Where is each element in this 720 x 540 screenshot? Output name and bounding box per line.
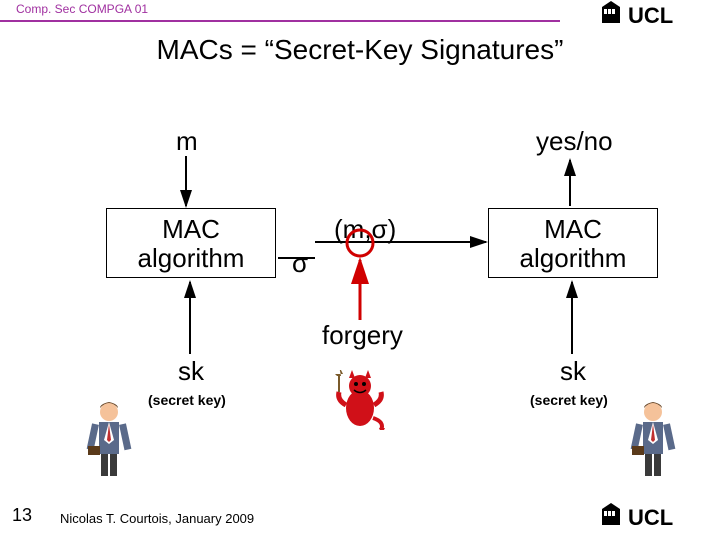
mac-box-left: MAC algorithm	[106, 208, 276, 278]
mac-left-line2: algorithm	[138, 243, 245, 273]
page-number: 13	[12, 505, 32, 526]
businessman-left-icon	[86, 400, 132, 480]
label-sk-left: sk	[178, 356, 204, 387]
businessman-right-icon	[630, 400, 676, 480]
ucl-logo-top: UCL	[592, 0, 712, 30]
label-yesno: yes/no	[536, 126, 613, 157]
devil-icon	[335, 370, 385, 430]
mac-left-line1: MAC	[162, 214, 220, 244]
label-sk-right: sk	[560, 356, 586, 387]
svg-text:UCL: UCL	[628, 505, 673, 530]
mac-right-line2: algorithm	[520, 243, 627, 273]
course-code: Comp. Sec COMPGA 01	[16, 2, 148, 16]
mac-box-right: MAC algorithm	[488, 208, 658, 278]
label-m: m	[176, 126, 198, 157]
label-sigma: σ	[292, 248, 308, 279]
label-forgery: forgery	[322, 320, 403, 351]
label-msigma: (m,σ)	[334, 214, 396, 245]
slide-title: MACs = “Secret-Key Signatures”	[0, 34, 720, 66]
label-secret-right: (secret key)	[530, 392, 608, 408]
ucl-logo-bottom: UCL	[592, 502, 712, 532]
mac-right-line1: MAC	[544, 214, 602, 244]
label-secret-left: (secret key)	[148, 392, 226, 408]
svg-text:UCL: UCL	[628, 3, 673, 28]
footer-credit: Nicolas T. Courtois, January 2009	[60, 511, 254, 526]
